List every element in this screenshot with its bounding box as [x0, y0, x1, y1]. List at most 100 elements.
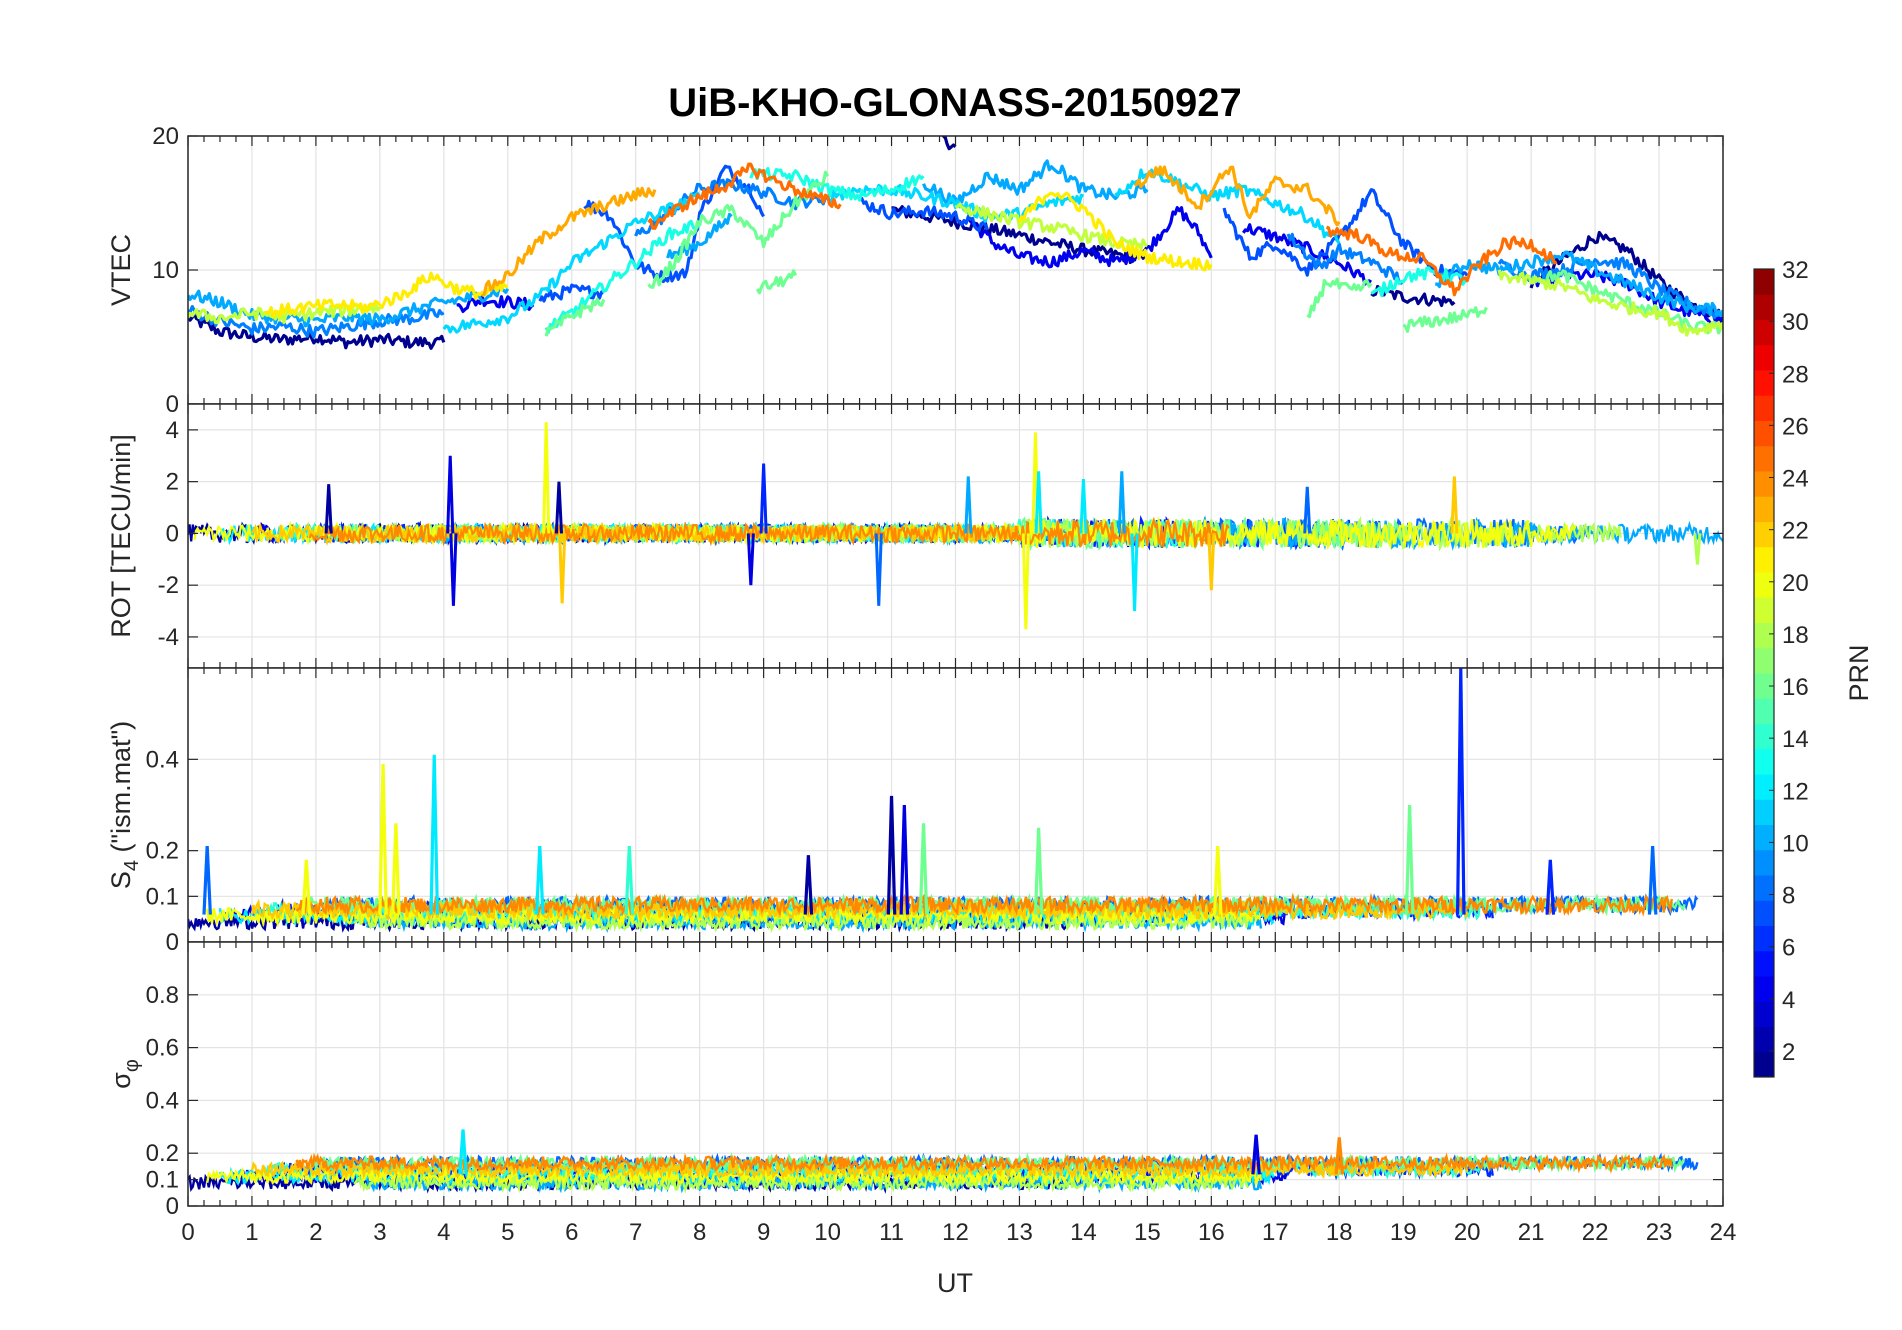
x-tick-label: 12	[942, 1219, 969, 1246]
colorbar-segment	[1754, 420, 1774, 447]
x-tick-label: 20	[1454, 1219, 1481, 1246]
series-prn-2	[941, 136, 957, 151]
colorbar-segment	[1754, 1051, 1774, 1078]
colorbar-segment	[1754, 647, 1774, 674]
colorbar-segment	[1754, 824, 1774, 851]
colorbar-segment	[1754, 1026, 1774, 1053]
colorbar-tick-label: 30	[1782, 309, 1809, 336]
colorbar-segment	[1754, 294, 1774, 320]
y-tick-label: 0.8	[146, 982, 179, 1009]
rot-spike	[759, 463, 768, 534]
colorbar-segment	[1754, 344, 1774, 371]
series-prn-6	[538, 283, 605, 303]
colorbar-tick-label: 4	[1782, 987, 1795, 1014]
series-prn-14	[749, 166, 925, 202]
rot-spike	[554, 481, 564, 534]
x-tick-labels: 0 1 2 3 4 5 6 7 8 9 10 11 12 13 14 15 16 17 18 19 20 21 22 23 24	[181, 1219, 1736, 1246]
series-prn-2	[188, 312, 446, 350]
y-tick-label: 0.6	[146, 1035, 179, 1062]
x-tick-label: 18	[1326, 1219, 1353, 1246]
y-axis-label-main: σ	[106, 1072, 136, 1089]
series-prn-14	[1370, 266, 1468, 298]
s4-spike	[899, 804, 910, 915]
y-axis-label-main: S	[106, 871, 136, 889]
rot-spike	[1079, 478, 1088, 534]
series-group	[188, 422, 1723, 630]
x-tick-label: 3	[373, 1219, 386, 1246]
x-axis-label: UT	[937, 1268, 973, 1298]
s4-spike	[1212, 846, 1223, 915]
colorbar-segment	[1754, 521, 1774, 548]
x-tick-label: 4	[437, 1219, 450, 1246]
y-tick-label: -4	[158, 624, 179, 651]
x-tick-label: 17	[1262, 1219, 1289, 1246]
panel-vtec: 0 10 20 VTEC	[106, 123, 1724, 418]
series-prn-22	[1133, 165, 1341, 227]
x-tick-label: 16	[1198, 1219, 1225, 1246]
rot-spike	[449, 533, 458, 606]
x-tick-label: 23	[1646, 1219, 1673, 1246]
colorbar-segment	[1754, 673, 1774, 699]
y-tick-label: 0.2	[146, 838, 179, 865]
x-tick-label: 14	[1070, 1219, 1097, 1246]
y-tick-label: 0.1	[146, 1167, 179, 1194]
series-prn-14	[544, 219, 702, 335]
s4-series-prn-22	[250, 898, 1469, 923]
y-tick-label: 0	[166, 391, 179, 418]
colorbar-segment	[1754, 319, 1774, 346]
colorbar-segment	[1754, 445, 1774, 472]
y-tick-label: 20	[152, 123, 179, 150]
colorbar-segment	[1754, 370, 1774, 396]
colorbar-segment	[1754, 1001, 1774, 1027]
series-group	[188, 668, 1699, 934]
s4-spike	[534, 846, 545, 915]
y-tick-label: 4	[166, 417, 179, 444]
series-group	[188, 1129, 1699, 1194]
colorbar-tick-label: 18	[1782, 622, 1809, 649]
colorbar-segment	[1754, 976, 1774, 1002]
series-prn-18	[1497, 269, 1723, 337]
s4-spike	[1404, 804, 1415, 915]
colorbar-segment	[1754, 622, 1774, 649]
rot-spike	[874, 533, 883, 606]
x-tick-label: 24	[1710, 1219, 1737, 1246]
rot-spike	[324, 484, 333, 534]
x-tick-label: 1	[245, 1219, 258, 1246]
colorbar-tick-label: 2	[1782, 1039, 1795, 1066]
series-prn-16	[544, 297, 606, 337]
colorbar-tick-label: 26	[1782, 413, 1809, 440]
colorbar-segment	[1754, 774, 1774, 800]
s4-spike	[1647, 846, 1658, 915]
y-tick-label: 0	[166, 929, 179, 956]
x-tick-label: 13	[1006, 1219, 1033, 1246]
colorbar-segment	[1754, 546, 1774, 573]
colorbar-segment	[1754, 597, 1774, 623]
colorbar-tick-label: 28	[1782, 361, 1809, 388]
colorbar-segment	[1754, 572, 1774, 598]
x-tick-label: 19	[1390, 1219, 1417, 1246]
y-axis-label-sigma_phi: σφ	[106, 1059, 143, 1089]
series-prn-4	[966, 206, 1213, 269]
rot-spike	[746, 533, 755, 586]
x-tick-label: 9	[757, 1219, 770, 1246]
sigma_phi-spike	[458, 1129, 468, 1175]
series-prn-24	[647, 162, 842, 230]
panel-s4: 00.10.20.4S4 ("ism.mat")	[106, 667, 1724, 956]
x-tick-label: 7	[629, 1219, 642, 1246]
s4-series-prn-16	[308, 892, 1686, 918]
colorbar-label: PRN	[1844, 644, 1874, 701]
colorbar-segment	[1754, 799, 1774, 825]
x-tick-label: 5	[501, 1219, 514, 1246]
series-prn-22	[481, 186, 657, 298]
series-prn-16	[1402, 306, 1488, 333]
rot-series-prn-20	[193, 516, 1577, 551]
s4-spike	[624, 846, 635, 915]
rot-series-prn-24	[308, 516, 1230, 548]
colorbar-tick-label: 32	[1782, 257, 1809, 284]
colorbar-segment	[1754, 950, 1774, 977]
sigma_phi-spike	[1334, 1137, 1345, 1175]
s4-spike	[1545, 859, 1556, 915]
colorbar-segment	[1754, 900, 1774, 926]
rot-spike	[1034, 471, 1043, 534]
rot-spike	[1130, 533, 1139, 612]
